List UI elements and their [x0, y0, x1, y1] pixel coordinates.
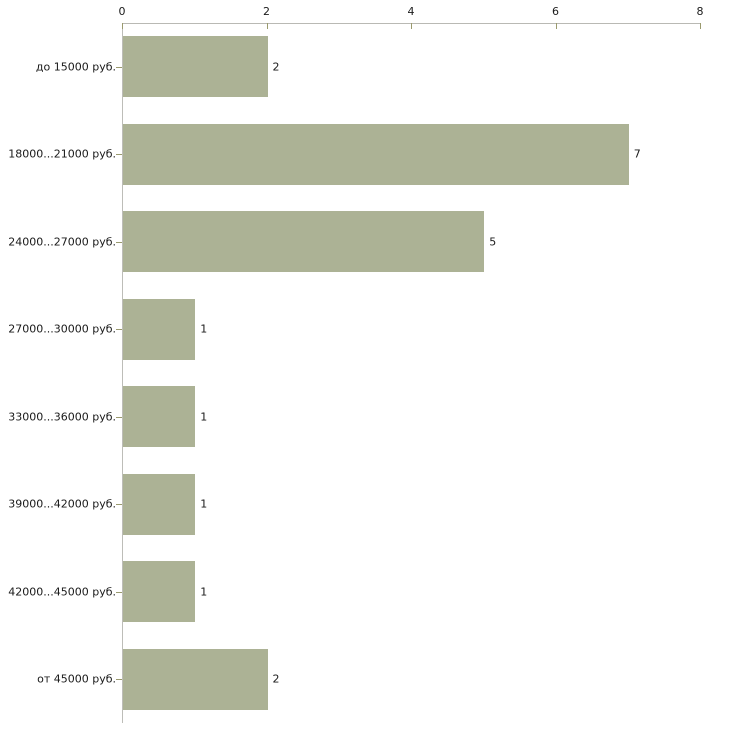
x-axis-tick-label: 2	[263, 5, 270, 18]
bar[interactable]	[123, 36, 268, 98]
bar-value-label: 2	[272, 672, 280, 686]
y-axis-tick	[116, 66, 122, 68]
bar[interactable]	[123, 123, 629, 185]
x-axis-tick-label: 0	[118, 5, 126, 18]
x-axis-tick	[555, 23, 557, 29]
bar-value-label: 1	[200, 410, 208, 424]
bar-value-label: 1	[200, 322, 208, 336]
category-label: от 45000 руб.	[37, 672, 116, 686]
category-label: 33000...36000 руб.	[8, 410, 116, 424]
y-axis-tick	[116, 241, 122, 243]
y-axis-tick	[116, 591, 122, 593]
x-axis-tick	[411, 23, 412, 29]
bar-value-label: 5	[489, 235, 497, 249]
bar[interactable]	[123, 561, 196, 623]
y-axis-tick	[116, 329, 122, 331]
category-label: 24000...27000 руб.	[8, 235, 116, 249]
y-axis-tick	[116, 416, 122, 418]
bar-value-label: 1	[200, 585, 208, 599]
x-axis-tick-label: 8	[696, 5, 704, 18]
bar[interactable]	[123, 386, 196, 448]
category-label: 39000...42000 руб.	[8, 497, 116, 511]
x-axis-tick	[122, 23, 123, 29]
y-axis-tick	[116, 504, 122, 506]
x-axis-tick	[266, 23, 268, 29]
bar-value-label: 1	[200, 497, 208, 511]
y-axis-tick	[116, 679, 122, 681]
category-label: до 15000 руб.	[35, 60, 116, 74]
x-axis-tick	[700, 23, 701, 29]
bar[interactable]	[123, 648, 268, 710]
category-label: 18000...21000 руб.	[8, 147, 116, 161]
x-axis-tick-label: 4	[407, 5, 415, 18]
bar[interactable]	[123, 298, 196, 360]
category-label: 42000...45000 руб.	[8, 585, 116, 599]
bar-value-label: 2	[272, 60, 280, 74]
bar[interactable]	[123, 211, 485, 273]
x-axis-tick-label: 6	[552, 5, 559, 18]
y-axis-line	[122, 23, 123, 723]
y-axis-tick	[116, 154, 122, 156]
category-label: 27000...30000 руб.	[8, 322, 116, 336]
bar-value-label: 7	[633, 147, 641, 161]
bar[interactable]	[123, 473, 196, 535]
